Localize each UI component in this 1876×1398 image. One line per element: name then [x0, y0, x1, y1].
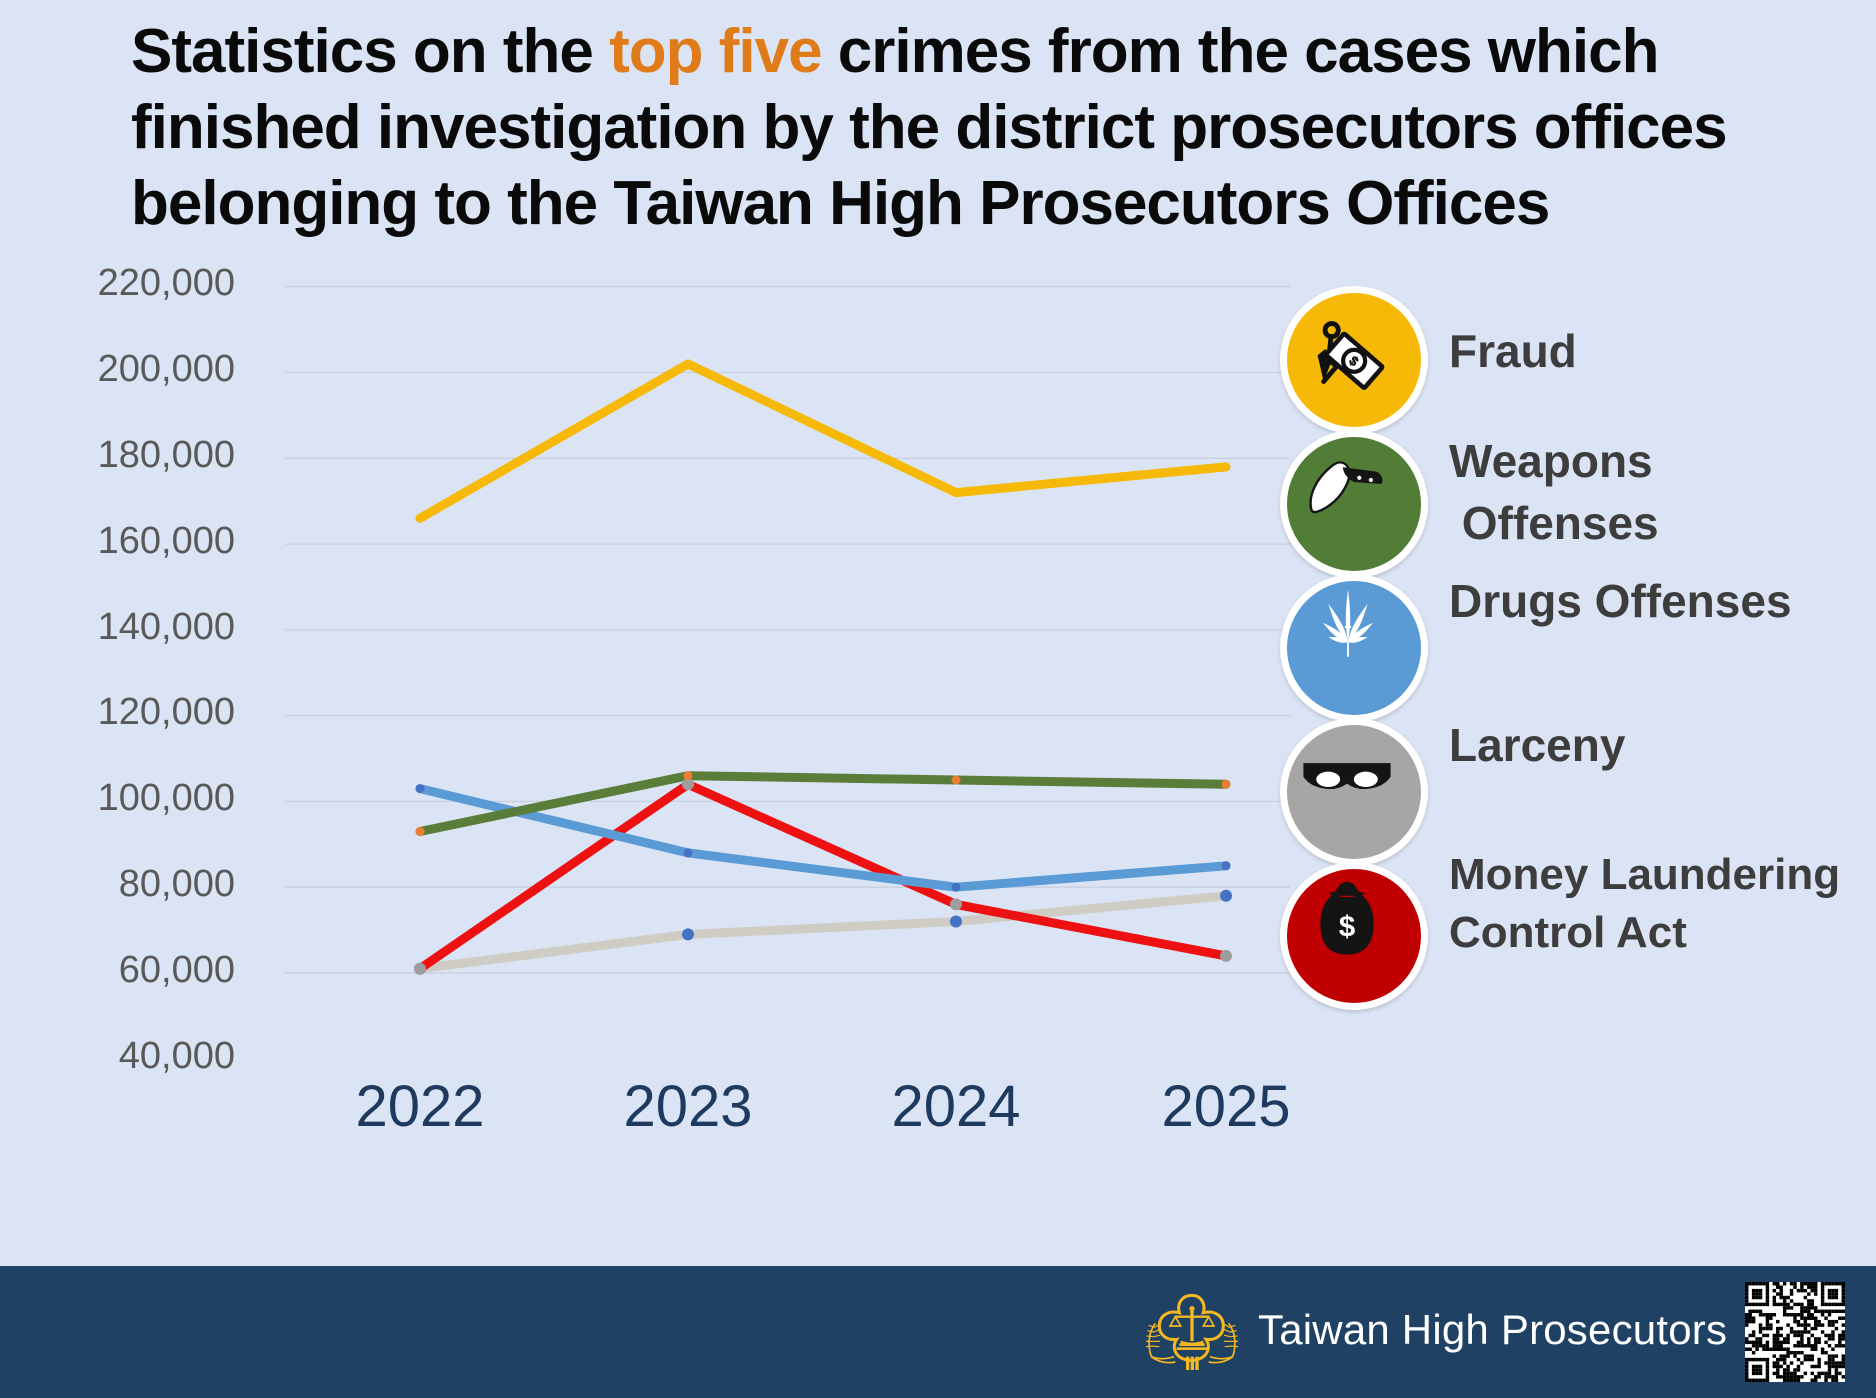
- svg-text:$: $: [1339, 910, 1355, 943]
